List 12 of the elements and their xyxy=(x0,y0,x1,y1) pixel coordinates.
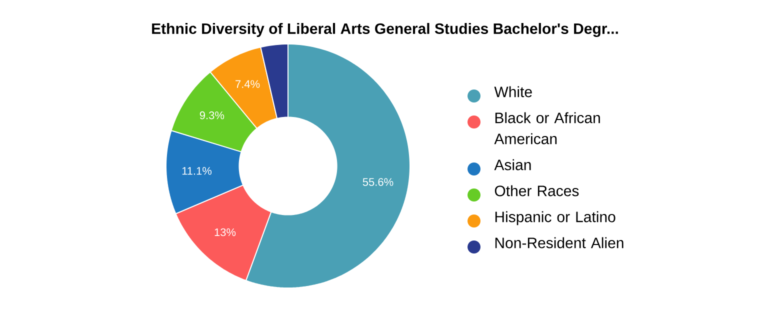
legend-label: Hispanic or Latino xyxy=(495,211,616,226)
data-label: 7.4% xyxy=(236,80,260,88)
data-label: 55.6% xyxy=(362,178,394,186)
legend-label: Asian xyxy=(494,159,531,170)
legend-label: Black or African American xyxy=(494,112,600,144)
data-label: 13% xyxy=(214,228,236,236)
data-label: 11.1% xyxy=(182,167,212,175)
chart-title: Ethnic Diversity of Liberal Arts General Studies Bachelor's Degr... xyxy=(152,22,618,38)
legend-label: Other Races xyxy=(494,185,579,196)
legend-label: Non-Resident Alien xyxy=(495,237,624,248)
legend-label: White xyxy=(494,86,532,98)
data-label: 9.3% xyxy=(200,111,224,120)
